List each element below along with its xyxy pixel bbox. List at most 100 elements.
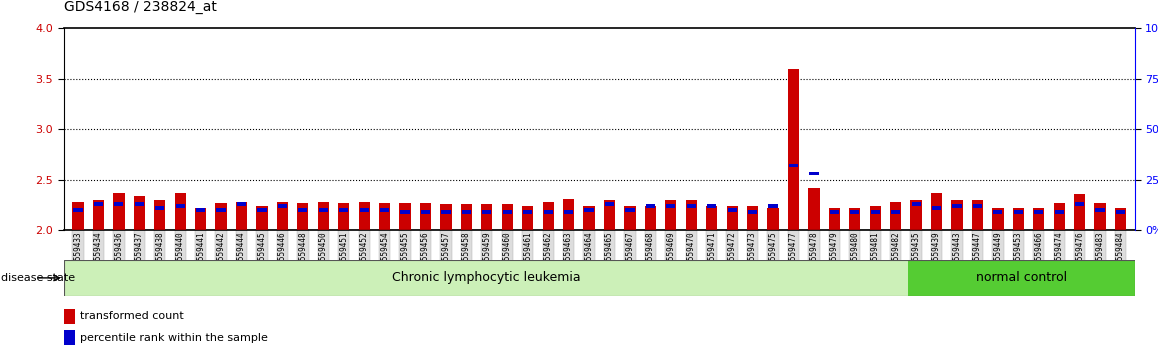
Bar: [994, 210, 1003, 214]
Bar: [277, 202, 288, 230]
Bar: [624, 206, 636, 230]
Bar: [420, 210, 430, 214]
Bar: [665, 200, 676, 230]
Bar: [237, 202, 247, 206]
Bar: [789, 164, 798, 167]
Bar: [298, 203, 308, 230]
Bar: [769, 204, 778, 208]
Bar: [646, 204, 655, 208]
Text: disease state: disease state: [1, 273, 75, 283]
Bar: [584, 206, 595, 230]
Text: transformed count: transformed count: [80, 311, 184, 321]
Bar: [726, 206, 738, 230]
Bar: [1115, 208, 1126, 230]
Bar: [94, 202, 103, 206]
Bar: [543, 202, 554, 230]
Bar: [401, 210, 410, 214]
Bar: [1013, 210, 1023, 214]
FancyBboxPatch shape: [64, 260, 908, 296]
Bar: [871, 210, 880, 214]
Bar: [708, 204, 717, 208]
Text: GDS4168 / 238824_at: GDS4168 / 238824_at: [64, 0, 217, 14]
Bar: [603, 200, 615, 230]
Bar: [299, 208, 308, 212]
Bar: [563, 199, 574, 230]
Bar: [64, 330, 75, 345]
Bar: [1055, 210, 1064, 214]
Bar: [176, 204, 185, 208]
Bar: [625, 208, 635, 212]
Bar: [73, 202, 83, 230]
Bar: [830, 210, 838, 214]
Bar: [175, 193, 185, 230]
Bar: [911, 202, 921, 206]
Bar: [972, 200, 983, 230]
Bar: [747, 206, 758, 230]
Bar: [891, 210, 900, 214]
Bar: [462, 210, 471, 214]
Bar: [727, 208, 736, 212]
Bar: [973, 204, 982, 208]
Bar: [217, 208, 226, 212]
Bar: [910, 200, 922, 230]
Bar: [64, 309, 75, 324]
Bar: [1095, 208, 1105, 212]
Bar: [420, 203, 431, 230]
Bar: [543, 210, 552, 214]
Bar: [523, 210, 533, 214]
Text: Chronic lymphocytic leukemia: Chronic lymphocytic leukemia: [391, 272, 580, 284]
Bar: [808, 188, 820, 230]
Bar: [809, 172, 819, 175]
Bar: [850, 210, 859, 214]
Bar: [931, 193, 943, 230]
Bar: [379, 203, 390, 230]
Bar: [93, 200, 104, 230]
Bar: [503, 210, 512, 214]
Bar: [440, 204, 452, 230]
Bar: [501, 204, 513, 230]
Bar: [1033, 208, 1045, 230]
Bar: [317, 202, 329, 230]
Bar: [73, 208, 82, 212]
Bar: [441, 210, 450, 214]
Bar: [952, 200, 962, 230]
Bar: [196, 208, 205, 212]
Bar: [1094, 203, 1106, 230]
Bar: [400, 203, 411, 230]
Bar: [748, 210, 757, 214]
Bar: [992, 208, 1004, 230]
Bar: [829, 208, 840, 230]
Bar: [154, 200, 166, 230]
Bar: [461, 204, 472, 230]
Bar: [666, 204, 675, 208]
Bar: [115, 202, 124, 206]
Bar: [236, 202, 247, 230]
Bar: [155, 206, 164, 210]
Bar: [278, 204, 287, 208]
Bar: [604, 202, 614, 206]
Bar: [134, 202, 144, 206]
Bar: [257, 208, 266, 212]
Bar: [482, 210, 491, 214]
Bar: [768, 208, 778, 230]
Bar: [645, 206, 655, 230]
Text: normal control: normal control: [976, 272, 1068, 284]
Bar: [1075, 202, 1084, 206]
Text: percentile rank within the sample: percentile rank within the sample: [80, 332, 267, 343]
Bar: [870, 206, 881, 230]
Bar: [359, 202, 369, 230]
Bar: [891, 202, 901, 230]
Bar: [1073, 194, 1085, 230]
Bar: [952, 204, 961, 208]
Bar: [360, 208, 368, 212]
Bar: [686, 200, 697, 230]
Bar: [195, 208, 206, 230]
Bar: [133, 196, 145, 230]
Bar: [1034, 210, 1043, 214]
Bar: [564, 210, 573, 214]
Bar: [787, 69, 799, 230]
Bar: [113, 193, 125, 230]
Bar: [380, 208, 389, 212]
Bar: [1013, 208, 1024, 230]
Bar: [1054, 203, 1065, 230]
